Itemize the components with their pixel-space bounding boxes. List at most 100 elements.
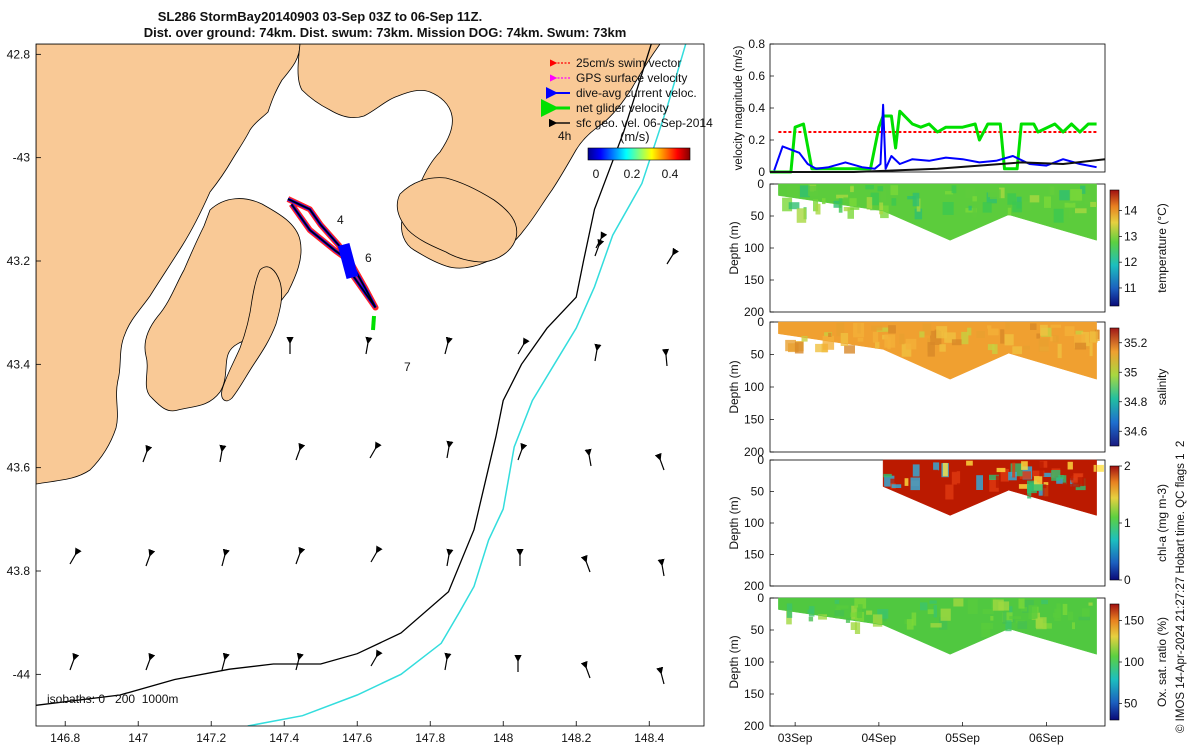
map-x-tick-label: 148.2 [561,731,591,745]
depth-axis-label: Depth (m) [727,360,741,413]
section-texture [875,341,880,349]
geo-velocity-arrow [654,452,665,471]
section-texture [799,185,810,198]
map-y-tick-label: 43.4 [7,357,31,371]
geo-velocity-arrow [444,336,453,355]
section-texture [866,610,873,615]
forestier-land [396,177,518,263]
section-texture [891,484,902,488]
isobath-label: isobaths: 0 200 1000m [47,692,178,706]
colorbar-tick-label: 0 [1124,573,1131,587]
section-texture [836,605,849,609]
section-texture [1068,611,1074,621]
section-texture [1007,193,1017,205]
section-texture [856,607,863,618]
geo-velocity-arrow [295,546,306,565]
section-texture [1052,612,1059,618]
section-texture [1074,342,1087,350]
section-texture [936,326,948,339]
track-map: 4h 4 6 7 isobaths: 0 200 1000m 146.8 147 1… [7,43,713,745]
map-y-tick-label: -43 [13,151,31,165]
section-texture [967,599,978,614]
tasmania-land [36,44,301,485]
section-texture [922,483,932,494]
section-texture [850,206,860,210]
section-texture [1017,621,1028,629]
section-texture [905,338,917,350]
section-texture [1075,208,1087,214]
section-texture [1004,334,1014,346]
map-x-tick-label: 147.6 [342,731,372,745]
section-texture [1068,208,1072,218]
section-texture [1012,346,1022,355]
section-texture [808,606,815,617]
colorbar-tick-label: 2 [1124,459,1131,473]
section-texture [808,616,814,622]
colorbar-tick-label: 11 [1124,281,1137,295]
depth-tick-label: 100 [744,241,764,255]
depth-tick-label: 0 [757,453,764,467]
section-texture [1027,485,1032,499]
section-texture [1018,484,1029,489]
section-texture [1029,195,1040,203]
legend-net-glider: net glider velocity [576,101,669,115]
section-texture [840,333,849,346]
section-texture [972,196,977,202]
depth-tick-label: 0 [757,591,764,605]
depth-tick-label: 0 [757,315,764,329]
geo-velocity-arrow [657,558,665,577]
section-texture [877,609,889,619]
section-texture [1090,331,1098,343]
section-texture [847,207,854,219]
section-texture [1002,611,1007,624]
section-texture [872,614,883,627]
section-texture [981,622,991,637]
section-texture [914,208,923,220]
section-texture [989,474,999,480]
geo-velocity-arrow [580,554,591,573]
section-texture [927,342,935,357]
section-texture [808,185,818,196]
section-texture [1086,345,1091,349]
section-texture [1000,329,1005,344]
section-texture [871,325,883,331]
section-texture [1070,189,1083,201]
depth-axis-label: Depth (m) [727,635,741,688]
map-legend: 25cm/s swim vector GPS surface velocity … [541,56,713,130]
map-x-tick-label: 146.8 [50,731,80,745]
map-y-tick-label: 43.2 [7,254,31,268]
map-x-tick-label: 148.4 [634,731,664,745]
section-texture [884,475,895,487]
depth-tick-label: 100 [744,655,764,669]
section-texture [1038,338,1049,352]
section-texture [961,331,969,345]
section-texture [976,475,983,490]
section-texture [1064,326,1075,337]
colorbar-tick-label: 14 [1124,204,1138,218]
section-texture [858,604,863,609]
velocity-series-sfc-geo-vel- [770,158,1106,173]
time-tick-label: 06Sep [1029,731,1064,745]
section-texture [912,464,920,477]
section-texture [933,462,940,471]
section-texture [794,341,804,354]
section-texture [976,331,985,338]
depth-axis-label: Depth (m) [727,221,741,274]
colorbar-tick-label: 35.2 [1124,336,1148,350]
section-texture [987,328,999,336]
section-texture [1032,470,1045,477]
velocity-series-net-glider-velocity [770,109,1097,174]
section-texture [843,206,851,212]
section-texture [1078,616,1090,621]
section-texture [1030,323,1037,330]
section-texture [865,185,874,190]
section-texture [788,202,800,210]
section-texture [907,196,916,200]
map-x-tick-label: 147.2 [196,731,226,745]
velocity-y-tick-label: 0.8 [748,37,765,51]
section-texture [1012,201,1022,213]
depth-tick-label: 200 [744,719,764,733]
section-texture [1050,324,1061,328]
section-texture [927,609,935,615]
